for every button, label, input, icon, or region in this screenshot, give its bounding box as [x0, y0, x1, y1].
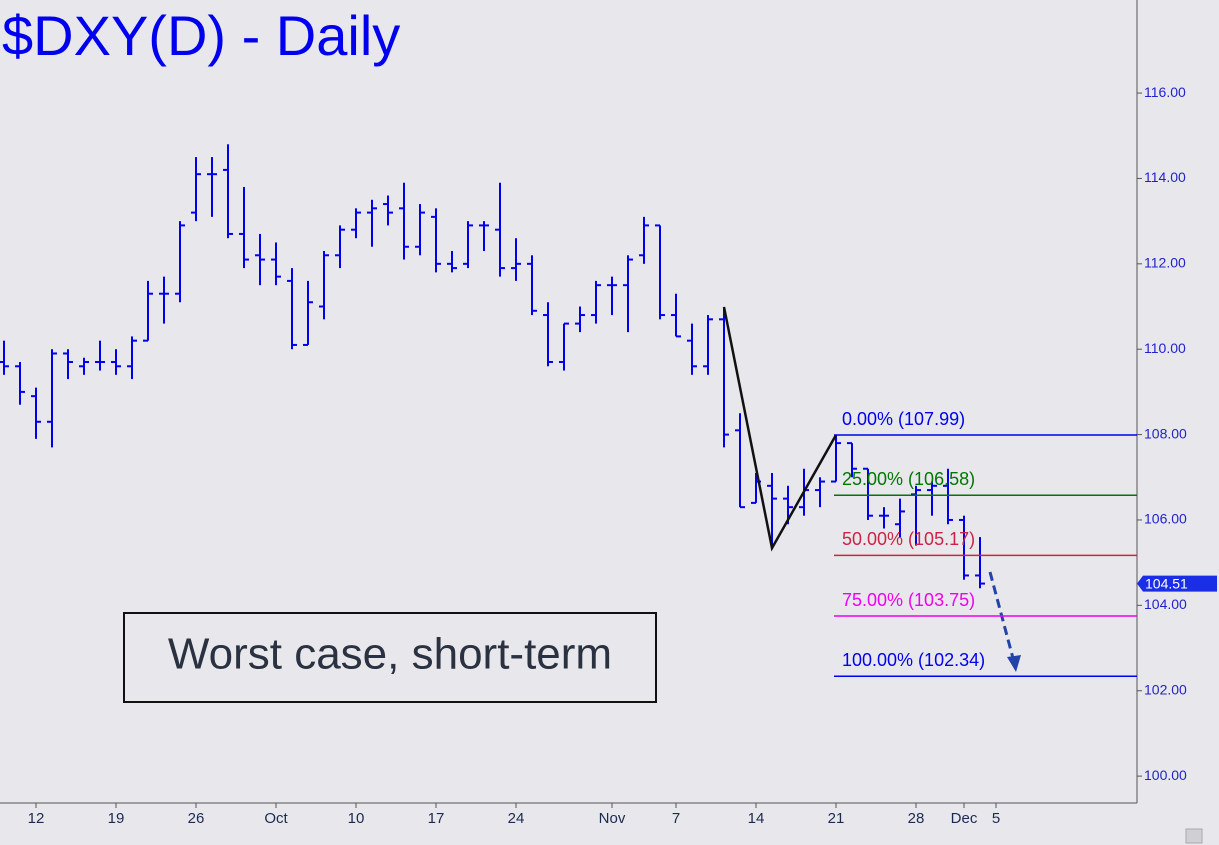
y-tick-label: 106.00: [1144, 511, 1187, 527]
scroll-handle[interactable]: [1185, 828, 1203, 844]
x-tick-label: Dec: [951, 810, 978, 827]
abc-line: [722, 306, 838, 552]
arrow-head: [1007, 655, 1021, 672]
x-tick-label: 7: [672, 810, 680, 827]
x-tick-label: Oct: [264, 810, 288, 827]
x-tick-label: 26: [188, 810, 205, 827]
y-tick-label: 108.00: [1144, 425, 1187, 441]
fib-label: 0.00% (107.99): [842, 409, 965, 429]
chart-title: $DXY(D) - Daily: [2, 4, 400, 67]
last-price-tag: [1137, 575, 1217, 592]
annotation: Worst case, short-term: [168, 630, 612, 679]
arrow-shaft: [988, 571, 1016, 663]
last-price-label: 104.51: [1145, 575, 1188, 591]
fib-label: 50.00% (105.17): [842, 529, 975, 549]
x-tick-label: 12: [28, 810, 45, 827]
x-tick-label: 14: [748, 810, 765, 827]
x-tick-label: 24: [508, 810, 525, 827]
fib-label: 100.00% (102.34): [842, 650, 985, 670]
y-tick-label: 114.00: [1144, 169, 1186, 185]
y-tick-label: 100.00: [1144, 767, 1187, 783]
x-tick-label: 19: [108, 810, 125, 827]
y-tick-label: 104.00: [1144, 596, 1187, 612]
x-tick-label: Nov: [599, 810, 626, 827]
fib-label: 75.00% (103.75): [842, 590, 975, 610]
fib-label: 25.00% (106.58): [842, 469, 975, 489]
y-tick-label: 116.00: [1144, 84, 1186, 100]
x-tick-label: 17: [428, 810, 445, 827]
y-tick-label: 102.00: [1144, 681, 1187, 697]
x-tick-label: 28: [908, 810, 925, 827]
y-tick-label: 110.00: [1144, 340, 1186, 356]
annotation-box: [123, 612, 657, 703]
x-tick-label: 21: [828, 810, 845, 827]
x-tick-label: 10: [348, 810, 365, 827]
y-tick-label: 112.00: [1144, 255, 1186, 271]
x-tick-label: 5: [992, 810, 1000, 827]
